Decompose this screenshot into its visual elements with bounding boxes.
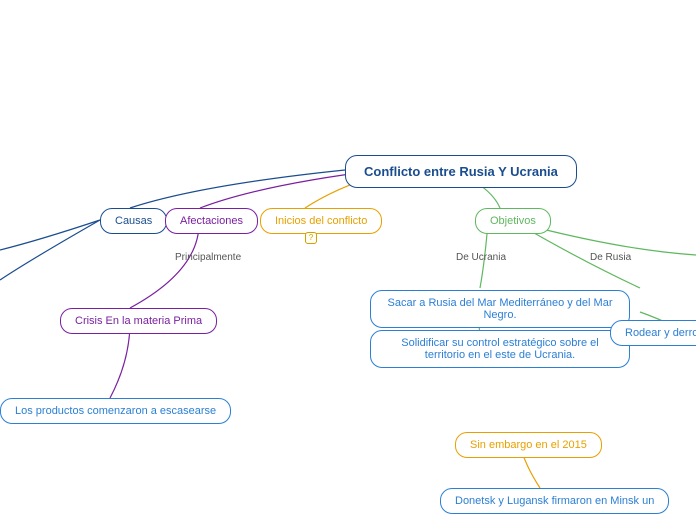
label-derusia: De Rusia xyxy=(590,252,631,263)
label-deucrania: De Ucrania xyxy=(456,252,506,263)
label-principalmente: Principalmente xyxy=(175,252,241,263)
node-causas[interactable]: Causas xyxy=(100,208,167,234)
node-rodear[interactable]: Rodear y derrotar a las fuerzas xyxy=(610,320,696,346)
question-marker-icon: ? xyxy=(305,232,317,244)
node-productos[interactable]: Los productos comenzaron a escasearse xyxy=(0,398,231,424)
node-crisis[interactable]: Crisis En la materia Prima xyxy=(60,308,217,334)
node-afectaciones[interactable]: Afectaciones xyxy=(165,208,258,234)
node-donetsk[interactable]: Donetsk y Lugansk firmaron en Minsk un xyxy=(440,488,669,514)
node-inicios[interactable]: Inicios del conflicto xyxy=(260,208,382,234)
node-solidificar[interactable]: Solidificar su control estratégico sobre… xyxy=(370,330,630,368)
node-sinembargo[interactable]: Sin embargo en el 2015 xyxy=(455,432,602,458)
root-node[interactable]: Conflicto entre Rusia Y Ucrania xyxy=(345,155,577,188)
node-objetivos[interactable]: Objetivos xyxy=(475,208,551,234)
node-sacar[interactable]: Sacar a Rusia del Mar Mediterráneo y del… xyxy=(370,290,630,328)
